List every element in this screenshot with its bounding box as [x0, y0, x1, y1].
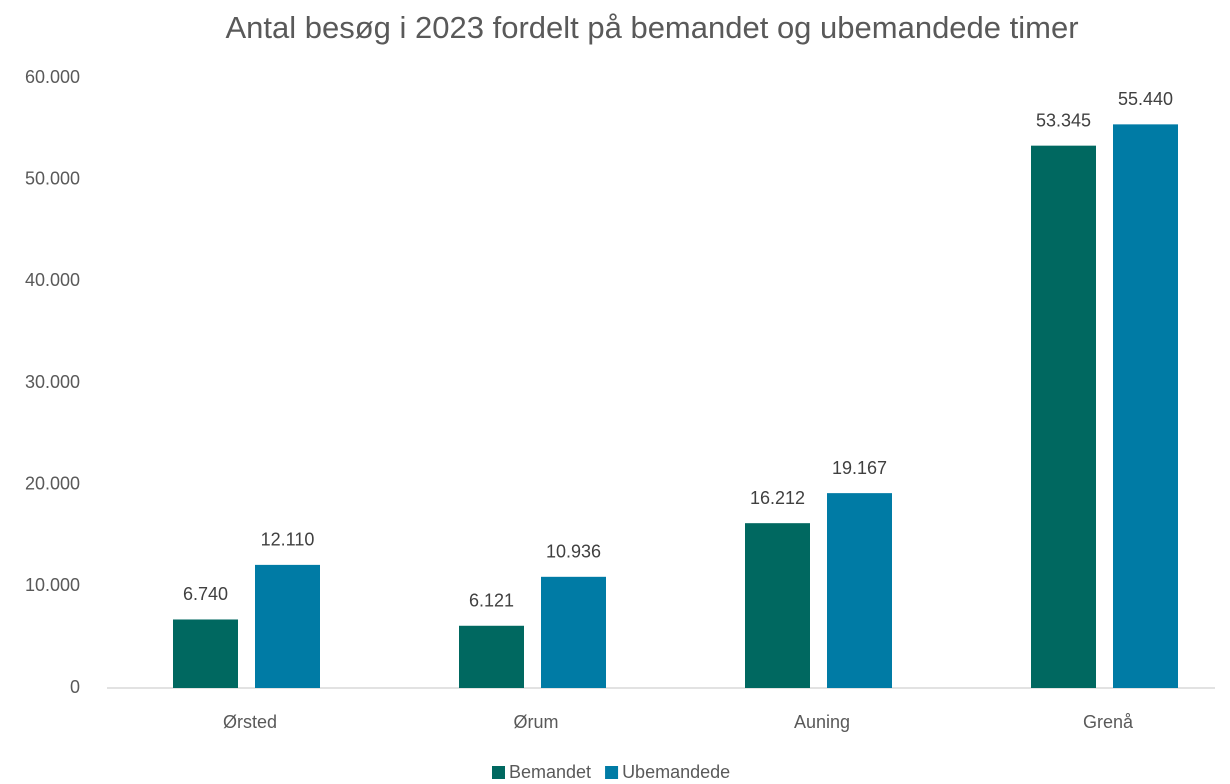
data-label: 16.212 — [750, 488, 805, 508]
bar — [459, 625, 524, 688]
data-label: 10.936 — [546, 542, 601, 562]
bar — [541, 576, 606, 688]
x-tick-label: Auning — [794, 712, 850, 732]
bar — [1113, 124, 1178, 689]
chart-title: Antal besøg i 2023 fordelt på bemandet o… — [225, 10, 1078, 45]
y-tick-label: 10.000 — [25, 575, 80, 595]
legend-label: Bemandet — [509, 762, 591, 782]
data-label: 6.740 — [183, 584, 228, 604]
x-tick-label: Ørsted — [223, 712, 277, 732]
y-tick-label: 40.000 — [25, 270, 80, 290]
bar — [255, 564, 320, 688]
legend-swatch — [492, 766, 505, 779]
bar — [827, 493, 892, 688]
data-label: 53.345 — [1036, 110, 1091, 130]
bar — [173, 619, 238, 688]
y-tick-label: 20.000 — [25, 473, 80, 493]
y-tick-label: 0 — [70, 677, 80, 697]
legend-label: Ubemandede — [622, 762, 730, 782]
legend-swatch — [605, 766, 619, 779]
bar — [745, 523, 810, 688]
x-tick-label: Ørum — [514, 712, 559, 732]
data-label: 12.110 — [261, 530, 315, 550]
bar — [1031, 145, 1096, 688]
x-tick-label: Grenå — [1083, 712, 1134, 732]
data-label: 6.121 — [469, 591, 514, 611]
y-tick-label: 30.000 — [25, 372, 80, 392]
data-label: 55.440 — [1118, 89, 1173, 109]
y-tick-label: 50.000 — [25, 168, 80, 188]
y-tick-label: 60.000 — [25, 67, 80, 87]
data-label: 19.167 — [832, 458, 887, 478]
